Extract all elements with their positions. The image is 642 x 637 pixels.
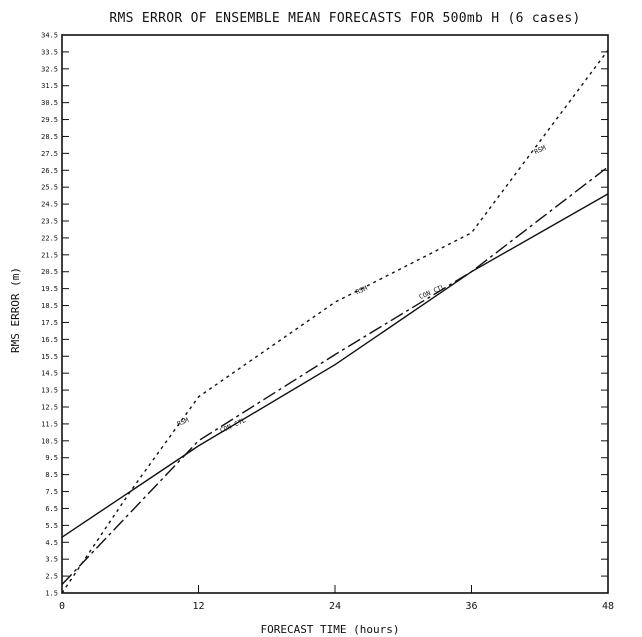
series-line-rsm xyxy=(61,49,609,594)
y-tick-label: 7.5 xyxy=(45,488,58,496)
series-inline-label: RSM xyxy=(176,416,190,428)
y-tick-label: 5.5 xyxy=(45,522,58,530)
y-axis: 1.5 2.5 3.5 4.5 5.5 6.5 7.5 8.5 9.5 10.5 11.5 12.5 1… xyxy=(41,32,608,598)
x-axis-label: FORECAST TIME (hours) xyxy=(260,623,399,636)
y-tick-label: 1.5 xyxy=(45,590,58,598)
y-tick-label: 26.5 xyxy=(41,167,58,175)
x-tick-label: 0 xyxy=(59,601,65,612)
series-line-dashdot xyxy=(61,166,609,585)
chart-title: RMS ERROR OF ENSEMBLE MEAN FORECASTS FOR… xyxy=(109,11,580,26)
series-line-solid xyxy=(61,193,609,538)
y-tick-label: 22.5 xyxy=(41,234,58,242)
y-tick-label: 32.5 xyxy=(41,65,58,73)
series-inline-label: RSM xyxy=(354,284,368,296)
y-tick-label: 20.5 xyxy=(41,268,58,276)
y-tick-label: 34.5 xyxy=(41,32,58,40)
y-tick-label: 19.5 xyxy=(41,285,58,293)
x-axis: 0 12 24 36 48 xyxy=(59,585,614,612)
y-tick-label: 28.5 xyxy=(41,133,58,141)
y-tick-label: 31.5 xyxy=(41,82,58,90)
y-tick-label: 9.5 xyxy=(45,454,58,462)
y-tick-label: 11.5 xyxy=(41,420,58,428)
x-tick-label: 48 xyxy=(602,601,614,612)
y-tick-label: 12.5 xyxy=(41,404,58,412)
y-tick-label: 17.5 xyxy=(41,319,58,327)
y-axis-label: RMS ERROR (m) xyxy=(9,267,22,353)
y-tick-label: 4.5 xyxy=(45,539,58,547)
x-tick-label: 12 xyxy=(192,601,204,612)
y-tick-label: 3.5 xyxy=(45,556,58,564)
x-tick-label: 24 xyxy=(329,601,341,612)
series-inline-label: CON CTL xyxy=(219,416,247,434)
y-tick-label: 23.5 xyxy=(41,218,58,226)
y-tick-label: 18.5 xyxy=(41,302,58,310)
plot-frame xyxy=(61,34,609,594)
y-tick-label: 10.5 xyxy=(41,437,58,445)
series-layer xyxy=(61,49,609,594)
y-tick-label: 8.5 xyxy=(45,471,58,479)
y-tick-label: 2.5 xyxy=(45,573,58,581)
y-tick-label: 16.5 xyxy=(41,336,58,344)
y-tick-label: 14.5 xyxy=(41,370,58,378)
y-tick-label: 21.5 xyxy=(41,251,58,259)
y-tick-label: 33.5 xyxy=(41,48,58,56)
y-tick-label: 24.5 xyxy=(41,201,58,209)
y-tick-label: 15.5 xyxy=(41,353,58,361)
x-tick-label: 36 xyxy=(465,601,477,612)
y-tick-label: 27.5 xyxy=(41,150,58,158)
series-inline-label: RSM xyxy=(533,144,547,156)
y-tick-label: 13.5 xyxy=(41,387,58,395)
y-tick-label: 30.5 xyxy=(41,99,58,107)
y-tick-label: 29.5 xyxy=(41,116,58,124)
y-tick-label: 25.5 xyxy=(41,184,58,192)
y-tick-label: 6.5 xyxy=(45,505,58,513)
